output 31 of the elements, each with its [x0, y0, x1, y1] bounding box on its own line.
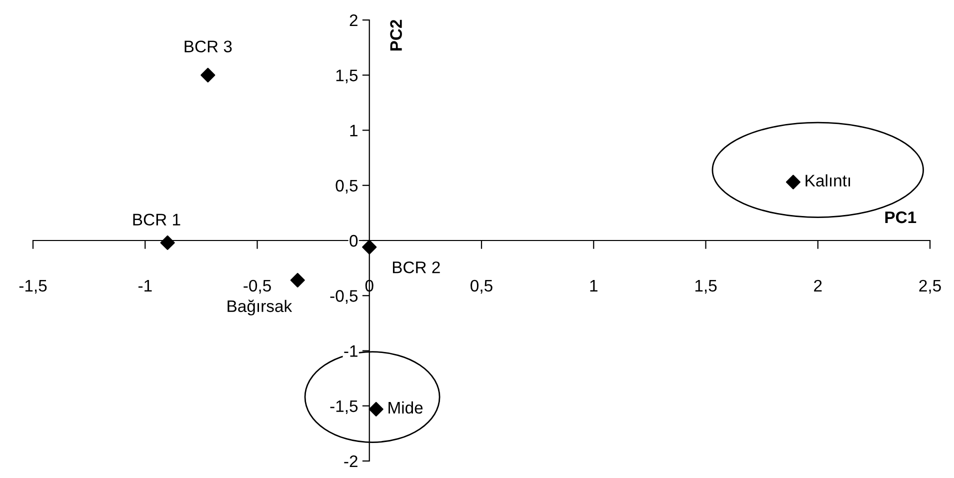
y-axis-title: PC2 — [390, 20, 402, 51]
annotation: BCR 1 — [133, 214, 180, 226]
point — [160, 235, 175, 250]
y-tick-label: -2 — [344, 455, 358, 468]
y-tick-label: 1 — [350, 124, 358, 136]
point — [200, 68, 216, 82]
y-tick-label: -1,5 — [330, 400, 358, 414]
y-tick-label: -0,5 — [330, 290, 358, 304]
point — [290, 272, 305, 288]
x-tick-label: 2,5 — [919, 280, 941, 294]
y-tick-label: 2 — [350, 14, 358, 26]
annotation: Bağırsak — [228, 300, 292, 316]
annotation: BCR 2 — [392, 261, 440, 274]
point — [368, 402, 384, 416]
x-tick-label: 2 — [814, 280, 822, 292]
x-tick-label: -1 — [138, 280, 152, 292]
annotation: BCR 3 — [184, 40, 232, 52]
point — [786, 174, 800, 190]
x-tick-label: -0,5 — [244, 280, 271, 294]
x-tick-label: 1,5 — [695, 280, 717, 294]
y-tick-label: 0,5 — [336, 180, 358, 194]
point — [362, 240, 377, 254]
x-tick-label: 1 — [590, 280, 598, 292]
annotation: Mide — [388, 401, 423, 414]
y-tick-label: 0 — [350, 234, 358, 247]
y-tick-label: -1 — [344, 345, 358, 357]
x-axis-title: PC1 — [885, 211, 916, 224]
x-tick-label: 0,5 — [470, 280, 492, 294]
y-tick-label: 1,5 — [336, 70, 358, 84]
x-tick-label: -1,5 — [19, 280, 47, 294]
annotation: Kalıntı — [806, 174, 850, 187]
